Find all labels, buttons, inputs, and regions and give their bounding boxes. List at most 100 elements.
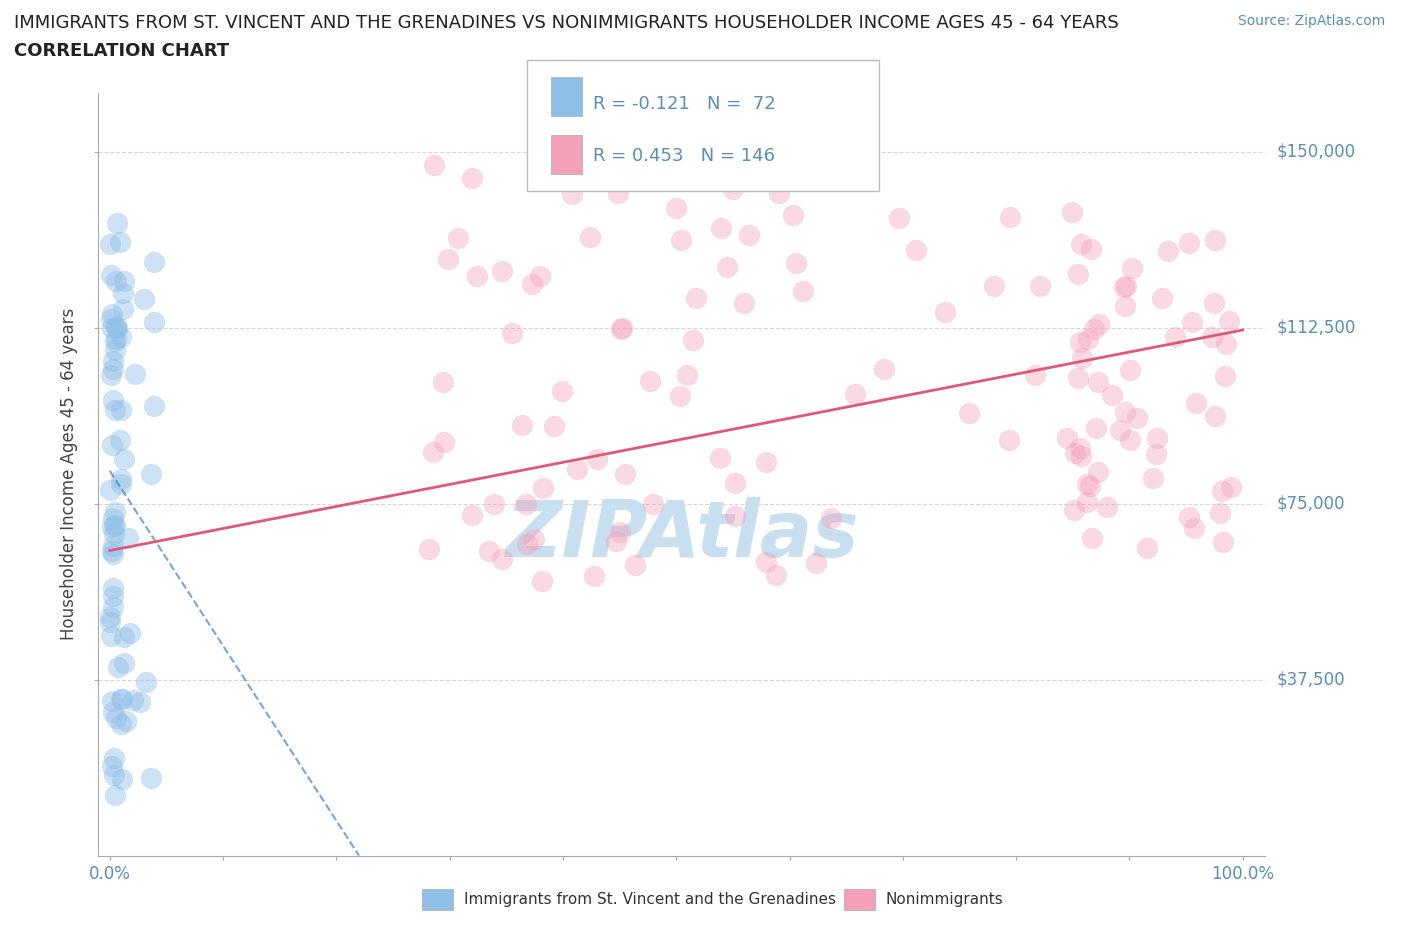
- Point: [447, 231, 470, 246]
- Point: [531, 574, 554, 589]
- Point: [110, 716, 132, 731]
- Point: [905, 243, 928, 258]
- Point: [1215, 337, 1237, 352]
- Point: [101, 437, 124, 452]
- Point: [609, 525, 631, 539]
- Point: [110, 472, 132, 486]
- Point: [122, 692, 145, 707]
- Point: [107, 215, 129, 230]
- Point: [1067, 371, 1090, 386]
- Point: [101, 353, 124, 368]
- Point: [1087, 375, 1109, 390]
- Text: $112,500: $112,500: [1277, 319, 1355, 337]
- Point: [110, 235, 132, 250]
- Point: [551, 383, 574, 398]
- Point: [1095, 499, 1118, 514]
- Text: IMMIGRANTS FROM ST. VINCENT AND THE GRENADINES VS NONIMMIGRANTS HOUSEHOLDER INCO: IMMIGRANTS FROM ST. VINCENT AND THE GREN…: [14, 14, 1119, 32]
- Point: [648, 162, 671, 177]
- Point: [418, 541, 440, 556]
- Point: [104, 505, 127, 520]
- Point: [105, 711, 128, 725]
- Point: [1024, 368, 1046, 383]
- Point: [997, 432, 1019, 447]
- Point: [738, 228, 761, 243]
- Point: [831, 167, 853, 182]
- Point: [1142, 471, 1164, 485]
- Point: [543, 418, 565, 433]
- Point: [782, 207, 804, 222]
- Point: [103, 768, 125, 783]
- Point: [1070, 448, 1092, 463]
- Point: [101, 392, 124, 407]
- Text: R = 0.453   N = 146: R = 0.453 N = 146: [593, 147, 775, 165]
- Point: [98, 236, 121, 251]
- Point: [721, 181, 744, 196]
- Point: [465, 269, 488, 284]
- Point: [1080, 242, 1102, 257]
- Point: [101, 539, 124, 554]
- Point: [422, 445, 444, 459]
- Point: [585, 451, 607, 466]
- Point: [1114, 280, 1136, 295]
- Point: [1063, 502, 1085, 517]
- Point: [1185, 395, 1208, 410]
- Point: [101, 543, 124, 558]
- Point: [792, 284, 814, 299]
- Point: [103, 751, 125, 765]
- Point: [516, 537, 538, 551]
- Point: [101, 547, 124, 562]
- Text: Nonimmigrants: Nonimmigrants: [886, 892, 1004, 907]
- Point: [1067, 266, 1090, 281]
- Point: [565, 461, 588, 476]
- Point: [105, 321, 128, 336]
- Point: [100, 520, 122, 535]
- Point: [433, 435, 456, 450]
- Point: [103, 527, 125, 542]
- Point: [669, 389, 692, 404]
- Point: [685, 291, 707, 306]
- Point: [101, 306, 124, 321]
- Point: [957, 405, 980, 420]
- Point: [1029, 279, 1052, 294]
- Point: [1204, 232, 1226, 247]
- Point: [124, 366, 146, 381]
- Point: [460, 170, 482, 185]
- Point: [111, 286, 134, 300]
- Point: [110, 477, 132, 492]
- Point: [437, 251, 460, 266]
- Point: [561, 187, 583, 202]
- Point: [104, 321, 127, 336]
- Point: [139, 771, 162, 786]
- Point: [1114, 405, 1136, 420]
- Point: [873, 362, 896, 377]
- Point: [934, 304, 956, 319]
- Point: [1209, 505, 1232, 520]
- Point: [1157, 244, 1180, 259]
- Point: [610, 322, 633, 337]
- Point: [1178, 510, 1201, 525]
- Point: [1212, 535, 1234, 550]
- Text: CORRELATION CHART: CORRELATION CHART: [14, 42, 229, 60]
- Point: [716, 260, 738, 275]
- Point: [675, 367, 697, 382]
- Point: [104, 342, 127, 357]
- Point: [1146, 431, 1168, 445]
- Point: [1088, 317, 1111, 332]
- Point: [983, 279, 1005, 294]
- Point: [733, 295, 755, 310]
- Point: [101, 361, 124, 376]
- Y-axis label: Householder Income Ages 45 - 64 years: Householder Income Ages 45 - 64 years: [60, 308, 79, 641]
- Point: [104, 334, 127, 349]
- Point: [1069, 441, 1091, 456]
- Point: [100, 694, 122, 709]
- Point: [129, 695, 152, 710]
- Point: [135, 675, 157, 690]
- Point: [100, 267, 122, 282]
- Point: [844, 387, 866, 402]
- Text: R = -0.121   N =  72: R = -0.121 N = 72: [593, 95, 776, 113]
- Point: [638, 374, 661, 389]
- Point: [1136, 541, 1159, 556]
- Point: [1070, 236, 1092, 251]
- Point: [1204, 408, 1226, 423]
- Point: [112, 302, 135, 317]
